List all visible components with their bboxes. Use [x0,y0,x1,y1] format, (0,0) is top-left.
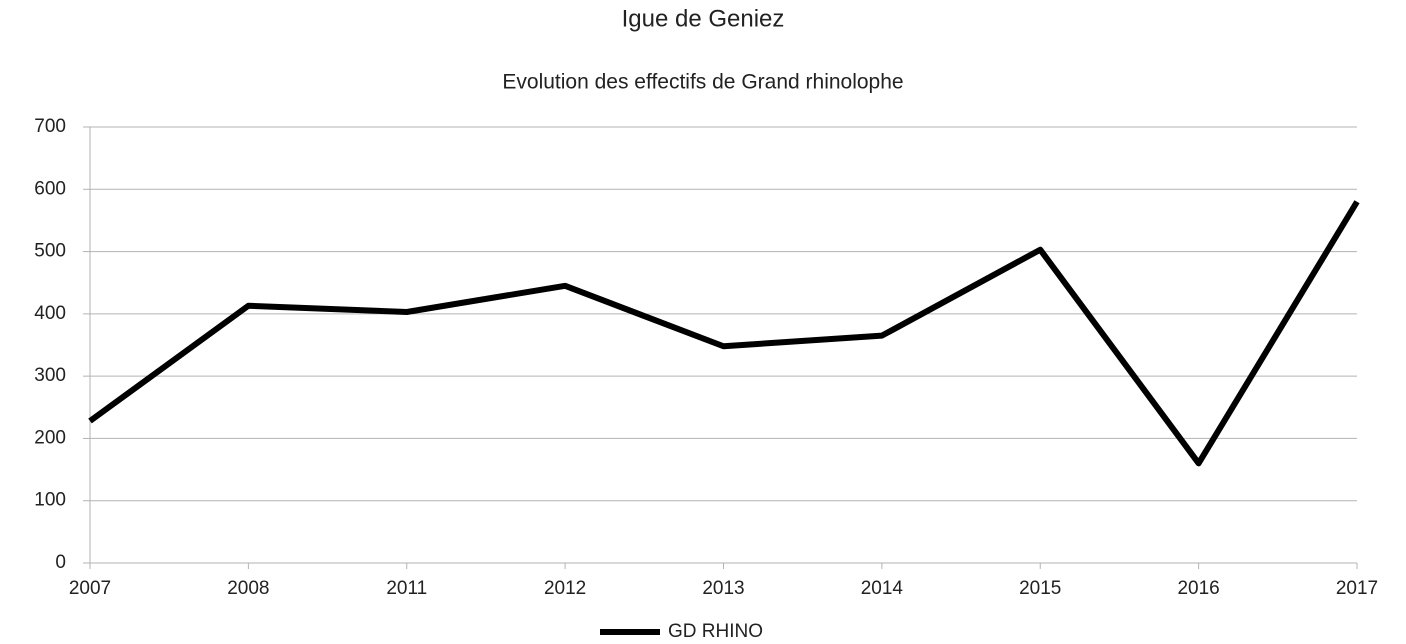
legend-label: GD RHINO [668,621,763,642]
x-tick-label: 2013 [702,578,744,599]
data-line [88,200,1360,467]
x-tick-label: 2016 [1177,578,1219,599]
y-tick-label: 600 [34,178,66,199]
chart-title: Igue de Geniez [622,5,785,32]
x-tick-label: 2014 [861,578,904,599]
y-tick-label: 300 [34,365,66,386]
y-tick-label: 400 [34,303,66,324]
y-tick-label: 100 [34,490,66,511]
y-tick-label: 0 [55,552,66,573]
x-tick-label: 2007 [69,578,111,599]
y-tick-label: 700 [34,116,66,137]
x-tick-label: 2012 [544,578,586,599]
chart-subtitle: Evolution des effectifs de Grand rhinolo… [502,71,903,94]
x-tick-label: 2015 [1019,578,1061,599]
y-tick-label: 200 [34,427,66,448]
x-tick-label: 2017 [1336,578,1378,599]
x-tick-label: 2008 [227,578,269,599]
x-tick-label: 2011 [386,578,427,599]
y-tick-label: 500 [34,241,66,262]
